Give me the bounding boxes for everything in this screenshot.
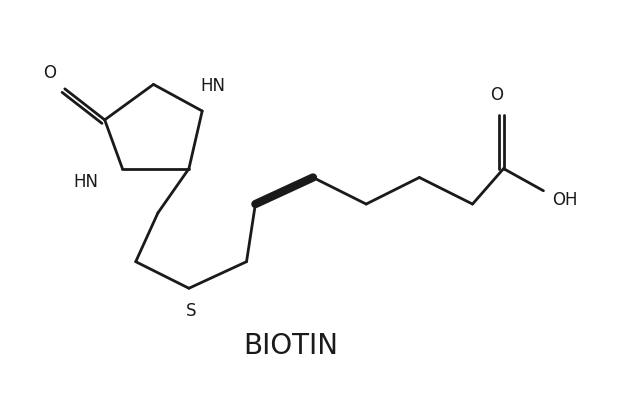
- Text: BIOTIN: BIOTIN: [244, 332, 338, 360]
- Text: O: O: [490, 86, 503, 104]
- Text: S: S: [186, 301, 197, 319]
- Text: HN: HN: [201, 78, 226, 95]
- Text: OH: OH: [552, 191, 578, 208]
- Text: O: O: [43, 64, 56, 82]
- Text: HN: HN: [73, 173, 98, 191]
